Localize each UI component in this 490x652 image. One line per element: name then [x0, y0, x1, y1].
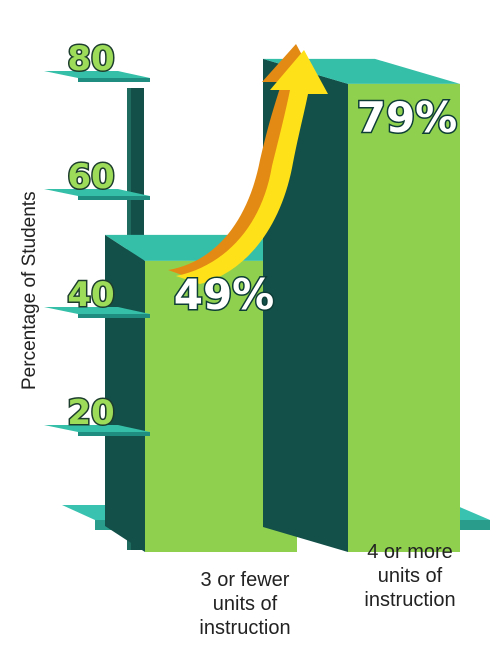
tick-shelf-edge	[78, 196, 150, 200]
arrow-icon	[176, 50, 328, 284]
y-tick-label: 60	[67, 157, 114, 197]
tick-shelf	[44, 425, 150, 432]
tick-shelf-edge	[78, 314, 150, 318]
tick-shelf	[44, 307, 150, 314]
y-tick-label: 80	[67, 39, 114, 79]
y-axis-label: Percentage of Students	[19, 191, 40, 390]
y-tick-label: 20	[67, 393, 114, 433]
tick-shelf	[44, 71, 150, 78]
data-label: 79%	[357, 93, 458, 142]
bar	[348, 83, 460, 553]
data-label: 49%	[174, 270, 275, 319]
arrow-shadow	[168, 44, 320, 280]
tick-shelf	[44, 189, 150, 196]
category-label-2: 4 or more units of instruction	[364, 541, 456, 611]
y-tick-label: 40	[67, 275, 114, 315]
tick-shelf-edge	[78, 78, 150, 82]
category-label-1: 3 or fewer units of instruction	[199, 569, 291, 639]
tick-shelf-edge	[78, 432, 150, 436]
